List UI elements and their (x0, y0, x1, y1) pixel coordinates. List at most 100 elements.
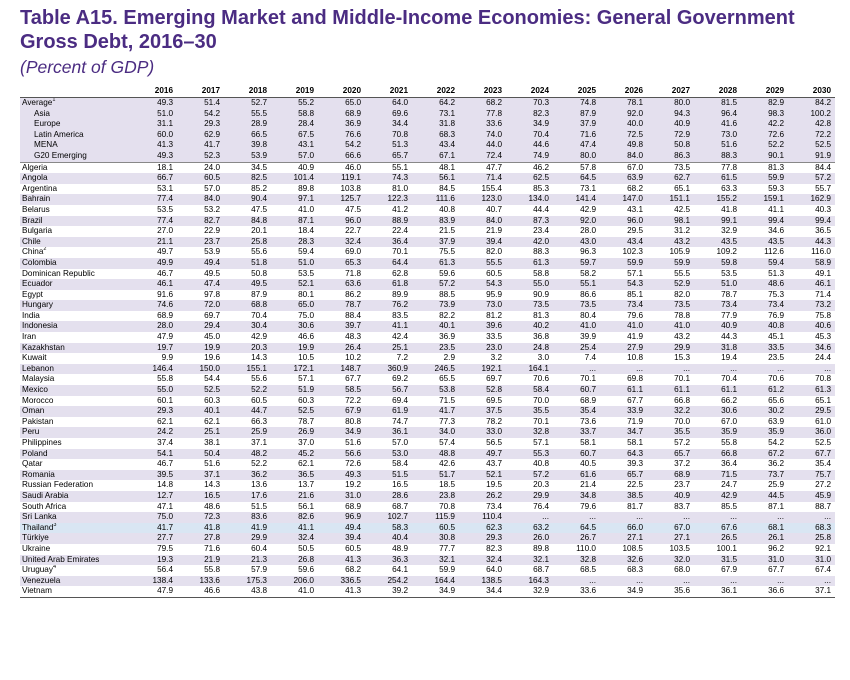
value-cell: 61.1 (600, 385, 647, 396)
row-label-text: Colombia (22, 257, 57, 267)
value-cell: 61.1 (694, 385, 741, 396)
value-cell: 51.7 (412, 469, 459, 481)
value-cell: 41.1 (365, 321, 412, 333)
value-cell: 23.4 (533, 226, 549, 236)
value-cell: 82.2 (439, 310, 455, 320)
table-row: Poland 54.1 50.4 48.2 45.2 56.6 53.0 48.8 49.7 55… (20, 448, 835, 460)
value-cell: 45.9 (788, 490, 835, 502)
value-cell: 75.0 (130, 512, 177, 523)
value-cell: 62.1 (157, 416, 173, 426)
value-cell: 32.2 (647, 406, 694, 417)
value-cell: 68.7 (392, 501, 408, 511)
row-label: Türkiye (20, 533, 130, 544)
value-cell: 52.5 (177, 385, 224, 396)
value-cell: 71.9 (627, 416, 643, 426)
value-cell: 19.4 (721, 353, 737, 363)
value-cell: 49.1 (815, 268, 831, 278)
value-cell: 68.3 (627, 565, 643, 575)
value-cell: 70.0 (533, 395, 549, 405)
value-cell: 109.2 (716, 247, 738, 257)
value-cell: 21.9 (486, 226, 502, 236)
value-cell: 19.5 (486, 480, 502, 490)
value-cell: 3.0 (537, 353, 549, 363)
value-cell: 24.8 (506, 342, 553, 354)
value-cell: 34.5 (224, 161, 271, 174)
row-label: Mexico (20, 385, 130, 396)
value-cell: 62.3 (459, 522, 506, 534)
table-row: Chile 21.1 23.7 25.8 28.3 32.4 36.4 37.9 39.4 42.… (20, 236, 835, 248)
value-cell: 20.1 (251, 226, 267, 236)
value-cell: 67.6 (694, 522, 741, 534)
value-cell: 87.9 (553, 108, 600, 120)
row-label: Bahrain (20, 194, 130, 205)
value-cell: 75.3 (768, 289, 784, 299)
value-cell: 27.9 (600, 342, 647, 354)
value-cell: 45.3 (815, 332, 831, 342)
value-cell: 60.3 (298, 395, 314, 405)
value-cell: 74.8 (553, 97, 600, 109)
value-cell: 66.8 (674, 395, 690, 405)
value-cell: 40.7 (486, 204, 502, 214)
value-cell: 69.5 (486, 395, 502, 405)
value-cell: 70.8 (365, 129, 412, 141)
value-cell: 29.9 (224, 533, 271, 544)
table-row: Europe 31.1 29.3 28.9 28.4 36.9 34.4 31.8 33.6 34… (20, 119, 835, 130)
value-cell: 40.9 (647, 490, 694, 502)
value-cell: 78.1 (600, 97, 647, 109)
table-row: India 68.9 69.7 70.4 75.0 88.4 83.5 82.2 81.2 81.… (20, 311, 835, 322)
value-cell: 26.2 (459, 490, 506, 502)
value-cell: 67.0 (600, 161, 647, 174)
value-cell: 68.9 (580, 395, 596, 405)
table-row: Ecuador 46.1 47.4 49.5 52.1 63.6 61.8 57.2 54.3 5… (20, 279, 835, 290)
row-label: Kuwait (20, 353, 130, 364)
value-cell: 33.5 (486, 332, 502, 342)
value-cell: 15.3 (674, 353, 690, 363)
value-cell: 32.8 (506, 427, 553, 438)
value-cell: 91.9 (788, 150, 835, 163)
table-row: Colombia 49.9 49.4 51.8 51.0 65.3 64.4 61.3 55.5… (20, 257, 835, 269)
value-cell: 51.3 (768, 268, 784, 278)
row-label-text: Thailand (22, 522, 54, 532)
value-cell: 36.5 (271, 469, 318, 481)
value-cell: 70.1 (674, 374, 690, 384)
year-header: 2024 (506, 86, 553, 98)
value-cell: 59.7 (553, 257, 600, 269)
value-cell: 29.5 (627, 226, 643, 236)
row-label-text: Egypt (22, 289, 43, 299)
value-cell: 164.1 (506, 363, 553, 375)
value-cell: 64.4 (365, 257, 412, 269)
value-cell: 54.2 (768, 438, 784, 447)
value-cell: 70.4 (251, 310, 267, 320)
value-cell: ... (600, 575, 647, 587)
value-cell: 110.0 (576, 543, 596, 553)
value-cell: 26.4 (318, 342, 365, 354)
row-label-text: Europe (34, 119, 61, 129)
table-row: Uruguay4 56.4 55.8 57.9 59.6 68.2 64.1 59.9 64.0… (20, 565, 835, 576)
value-cell: 55.7 (815, 183, 831, 193)
value-cell: 155.1 (224, 363, 271, 375)
value-cell: 41.7 (177, 140, 224, 151)
value-cell: 87.1 (768, 501, 784, 511)
row-label-text: Dominican Republic (22, 268, 95, 278)
value-cell: 42.2 (741, 119, 788, 130)
value-cell: 67.4 (815, 565, 831, 575)
value-cell: 81.0 (392, 183, 408, 193)
value-cell: 164.4 (412, 575, 459, 587)
value-cell: 70.8 (439, 501, 455, 511)
table-row: Sri Lanka 75.0 72.3 83.6 82.6 96.9 102.7 115.9 1… (20, 512, 835, 523)
table-subtitle: (Percent of GDP) (20, 57, 155, 77)
value-cell: 23.8 (412, 490, 459, 502)
value-cell: 78.8 (674, 310, 690, 320)
value-cell: 74.6 (130, 300, 177, 311)
value-cell: ... (788, 512, 835, 523)
row-label-text: Angola (22, 173, 48, 183)
value-cell: 103.5 (669, 543, 691, 553)
value-cell: ... (647, 512, 694, 523)
row-label: Iran (20, 332, 130, 343)
value-cell: 57.2 (412, 279, 459, 290)
value-cell: 52.2 (741, 140, 788, 151)
row-label: United Arab Emirates (20, 554, 130, 566)
value-cell: 59.8 (694, 257, 741, 269)
value-cell: ... (553, 363, 600, 375)
value-cell: 72.2 (345, 395, 361, 405)
